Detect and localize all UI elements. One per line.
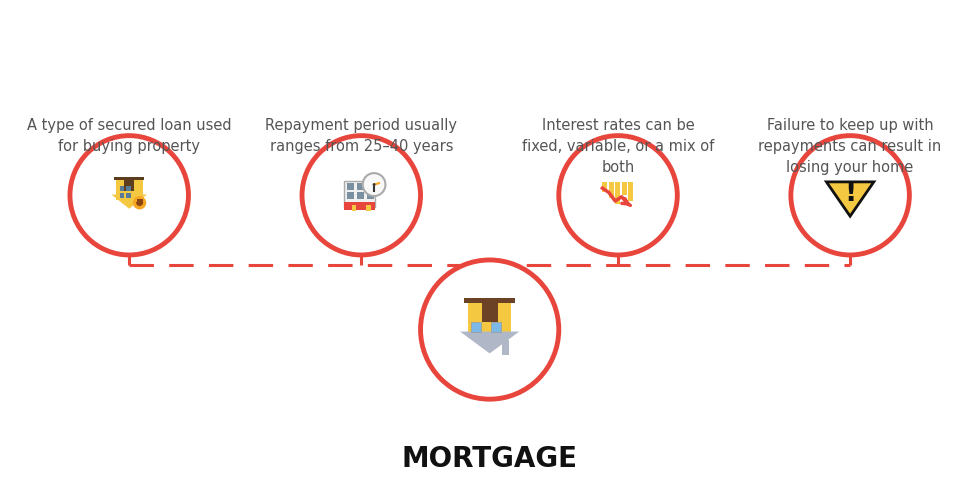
FancyBboxPatch shape bbox=[366, 206, 370, 211]
FancyBboxPatch shape bbox=[490, 322, 500, 332]
Circle shape bbox=[362, 173, 385, 196]
FancyBboxPatch shape bbox=[119, 186, 124, 191]
FancyBboxPatch shape bbox=[357, 192, 363, 199]
Text: Failure to keep up with
repayments can result in
losing your home: Failure to keep up with repayments can r… bbox=[758, 118, 941, 174]
Circle shape bbox=[421, 260, 558, 399]
Polygon shape bbox=[459, 332, 518, 353]
FancyBboxPatch shape bbox=[126, 193, 131, 198]
FancyBboxPatch shape bbox=[602, 182, 607, 192]
FancyBboxPatch shape bbox=[347, 183, 354, 190]
FancyBboxPatch shape bbox=[344, 202, 375, 209]
FancyBboxPatch shape bbox=[137, 199, 142, 203]
Polygon shape bbox=[111, 194, 147, 208]
Circle shape bbox=[790, 136, 908, 255]
Circle shape bbox=[372, 183, 375, 186]
Circle shape bbox=[70, 136, 188, 255]
FancyBboxPatch shape bbox=[470, 322, 481, 332]
FancyBboxPatch shape bbox=[347, 192, 354, 199]
FancyBboxPatch shape bbox=[366, 192, 374, 199]
FancyBboxPatch shape bbox=[366, 183, 374, 190]
FancyBboxPatch shape bbox=[482, 302, 497, 322]
FancyBboxPatch shape bbox=[621, 182, 626, 196]
FancyBboxPatch shape bbox=[614, 182, 619, 204]
FancyBboxPatch shape bbox=[115, 179, 142, 200]
FancyBboxPatch shape bbox=[124, 179, 135, 191]
FancyBboxPatch shape bbox=[501, 340, 509, 355]
Text: Repayment period usually
ranges from 25–40 years: Repayment period usually ranges from 25–… bbox=[265, 118, 456, 154]
FancyBboxPatch shape bbox=[463, 298, 515, 302]
FancyBboxPatch shape bbox=[627, 182, 633, 201]
Polygon shape bbox=[826, 182, 873, 216]
Text: Interest rates can be
fixed, variable, or a mix of
both: Interest rates can be fixed, variable, o… bbox=[521, 118, 713, 174]
FancyBboxPatch shape bbox=[609, 182, 613, 198]
Text: MORTGAGE: MORTGAGE bbox=[401, 445, 578, 473]
FancyBboxPatch shape bbox=[119, 193, 124, 198]
Circle shape bbox=[301, 136, 421, 255]
FancyBboxPatch shape bbox=[126, 186, 131, 191]
FancyBboxPatch shape bbox=[344, 181, 375, 207]
Text: A type of secured loan used
for buying property: A type of secured loan used for buying p… bbox=[27, 118, 232, 154]
FancyBboxPatch shape bbox=[467, 302, 511, 338]
Circle shape bbox=[133, 196, 146, 209]
FancyBboxPatch shape bbox=[357, 183, 363, 190]
Circle shape bbox=[558, 136, 676, 255]
Text: !: ! bbox=[843, 181, 856, 207]
FancyBboxPatch shape bbox=[114, 176, 143, 180]
FancyBboxPatch shape bbox=[352, 206, 356, 211]
